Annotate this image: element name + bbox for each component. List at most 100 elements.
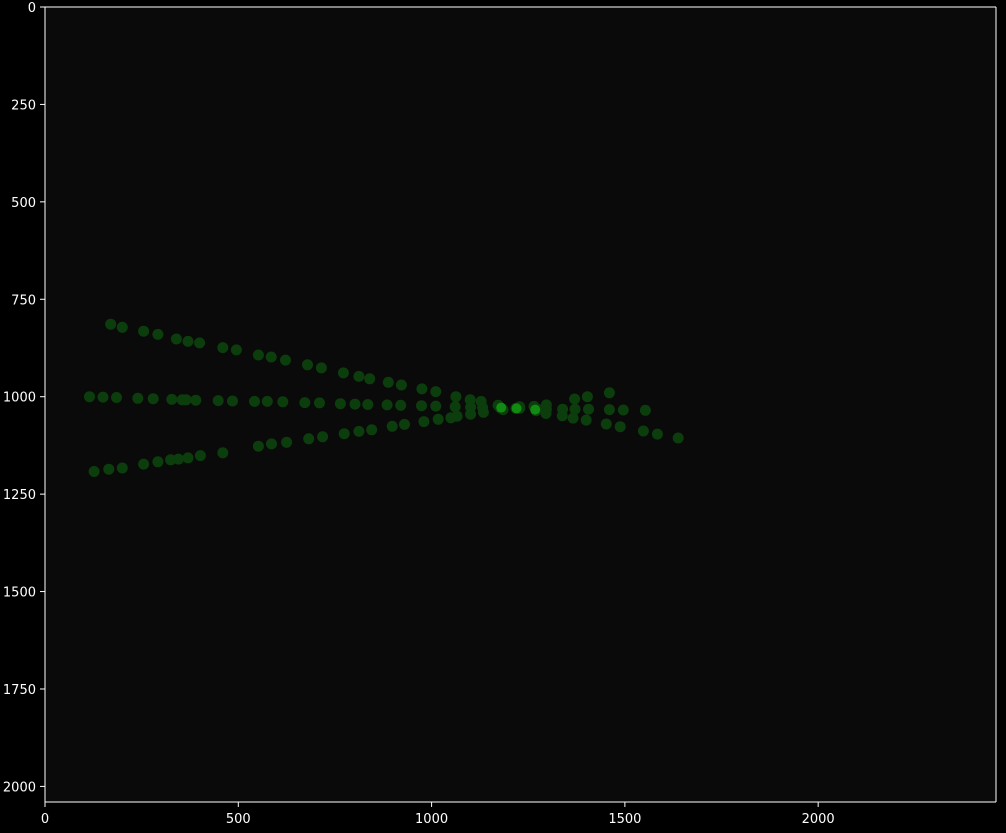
point-series-3-20 — [399, 418, 410, 430]
point-series-2-13 — [261, 395, 273, 407]
point-series-2-20 — [381, 399, 393, 411]
point-series-3-1 — [88, 466, 100, 477]
data-points — [84, 318, 684, 477]
y-tick-label-1750: 1750 — [3, 683, 36, 698]
point-series-1-16 — [353, 370, 365, 382]
point-series-1-1 — [105, 318, 117, 330]
point-series-3-26 — [477, 406, 489, 418]
point-series-2-14 — [277, 396, 289, 408]
point-series-1-14 — [315, 362, 327, 374]
point-highlight-3 — [530, 404, 541, 415]
point-series-2-10 — [212, 395, 224, 407]
point-series-2-12 — [249, 395, 260, 407]
point-series-3-9 — [194, 450, 206, 462]
point-series-2-3 — [111, 392, 122, 403]
point-series-3-24 — [451, 410, 463, 422]
point-series-1-18 — [382, 376, 394, 388]
point-highlight-2 — [511, 403, 522, 414]
y-tick-label-250: 250 — [11, 98, 36, 113]
point-series-1-6 — [182, 335, 194, 347]
point-series-3-18 — [366, 424, 378, 436]
x-tick-label-2000: 2000 — [802, 812, 835, 827]
point-series-3-10 — [217, 447, 229, 459]
point-series-2-4 — [132, 392, 144, 404]
point-series-2-21 — [395, 399, 407, 411]
x-axis-ticks: 0 500 1000 1500 2000 — [41, 802, 835, 827]
x-tick-label-0: 0 — [41, 812, 49, 827]
point-series-2-32 — [569, 403, 581, 415]
point-series-3-17 — [353, 425, 365, 437]
point-series-3-13 — [281, 436, 293, 448]
point-series-3-33 — [580, 414, 592, 426]
y-tick-label-750: 750 — [11, 293, 36, 308]
point-series-3-15 — [317, 431, 329, 443]
point-series-1-29 — [569, 393, 581, 405]
point-series-2-34 — [603, 404, 615, 416]
point-series-1-5 — [170, 333, 182, 345]
point-series-1-21 — [430, 386, 442, 398]
point-series-3-14 — [303, 433, 315, 445]
point-series-1-2 — [116, 321, 128, 333]
point-series-1-15 — [337, 367, 349, 379]
point-series-2-22 — [416, 400, 427, 412]
point-series-3-38 — [672, 432, 684, 444]
point-series-3-2 — [103, 463, 115, 475]
point-series-1-3 — [138, 325, 150, 337]
point-series-2-18 — [349, 398, 361, 410]
point-series-1-22 — [450, 391, 462, 403]
point-series-1-30 — [581, 391, 593, 403]
point-series-2-1 — [84, 391, 95, 403]
y-tick-label-500: 500 — [11, 196, 36, 211]
x-tick-label-500: 500 — [226, 812, 251, 827]
point-series-3-11 — [252, 440, 264, 452]
point-series-2-15 — [299, 397, 311, 409]
point-series-3-22 — [432, 413, 444, 425]
point-series-3-7 — [172, 453, 184, 465]
point-series-1-11 — [265, 351, 277, 363]
point-series-1-12 — [280, 354, 291, 366]
y-tick-label-0: 0 — [28, 1, 36, 16]
point-series-1-19 — [395, 379, 407, 391]
point-series-3-34 — [600, 418, 612, 430]
y-tick-label-1500: 1500 — [3, 586, 36, 601]
point-series-2-11 — [227, 395, 238, 407]
point-series-2-2 — [97, 391, 109, 403]
point-series-2-19 — [362, 399, 374, 410]
x-tick-label-1500: 1500 — [608, 812, 641, 827]
point-series-1-31 — [603, 387, 615, 399]
axes — [44, 6, 997, 803]
point-series-3-35 — [614, 421, 626, 433]
point-series-1-20 — [416, 383, 428, 395]
point-series-2-33 — [583, 403, 594, 415]
point-series-1-13 — [302, 359, 313, 371]
y-tick-label-1250: 1250 — [3, 488, 36, 503]
point-series-3-25 — [465, 408, 477, 420]
point-series-2-8 — [180, 394, 192, 406]
point-series-2-23 — [430, 400, 442, 412]
point-series-1-8 — [217, 342, 229, 354]
point-series-1-7 — [194, 337, 206, 349]
point-series-3-5 — [152, 456, 164, 468]
point-series-3-31 — [556, 410, 568, 422]
point-series-1-10 — [252, 349, 264, 361]
point-series-3-32 — [567, 412, 579, 424]
point-series-2-9 — [190, 394, 202, 406]
point-series-3-36 — [637, 425, 649, 437]
point-series-1-9 — [230, 344, 242, 356]
point-series-3-30 — [540, 408, 552, 419]
point-series-1-4 — [152, 328, 164, 340]
point-series-3-37 — [651, 428, 663, 440]
point-series-2-16 — [314, 397, 325, 409]
point-series-3-8 — [182, 452, 194, 464]
point-series-3-4 — [138, 458, 150, 470]
point-series-3-3 — [116, 462, 128, 474]
point-series-2-35 — [617, 404, 629, 416]
point-series-2-5 — [147, 393, 159, 405]
point-series-3-12 — [266, 438, 277, 450]
point-series-2-24 — [449, 401, 461, 413]
point-series-3-19 — [386, 420, 398, 432]
y-axis-ticks: 0 250 500 750 1000 1250 1500 1750 2000 — [3, 1, 45, 795]
x-tick-label-1000: 1000 — [415, 812, 448, 827]
point-series-2-6 — [166, 393, 178, 405]
